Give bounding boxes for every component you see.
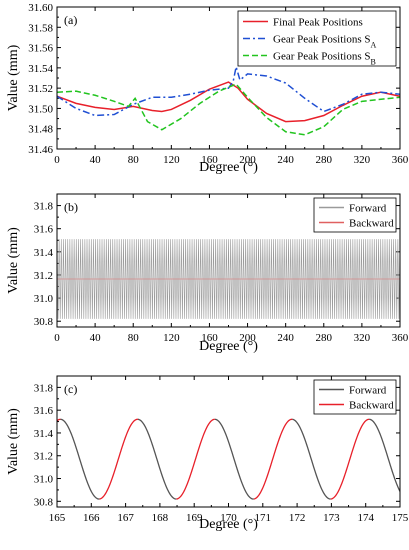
y-tick-label: 31.54 bbox=[28, 63, 53, 75]
x-tick-label: 173 bbox=[323, 512, 340, 524]
y-tick-label: 31.56 bbox=[28, 43, 53, 55]
y-tick-label: 31.8 bbox=[34, 201, 54, 213]
series-line-0-segment bbox=[369, 418, 400, 492]
y-tick-label: 30.8 bbox=[34, 496, 54, 508]
x-tick-label: 200 bbox=[239, 332, 256, 344]
series-line-1-segment bbox=[176, 418, 215, 500]
panel-label: (c) bbox=[64, 382, 77, 396]
series-line-1-segment bbox=[57, 418, 61, 422]
x-tick-label: 40 bbox=[90, 154, 102, 166]
x-tick-label: 160 bbox=[201, 332, 218, 344]
y-tick-label: 31.0 bbox=[34, 293, 54, 305]
x-axis-label: Degree (°) bbox=[199, 160, 258, 175]
panel-2: 165 166 167 168 169 170 171 172 173 174 175 30.8 31.… bbox=[6, 375, 409, 532]
y-tick-label: 31.2 bbox=[34, 270, 53, 282]
y-tick-label: 31.4 bbox=[34, 428, 54, 440]
y-tick-label: 31.46 bbox=[28, 144, 53, 156]
x-tick-label: 167 bbox=[117, 512, 134, 524]
plot-frame bbox=[56, 375, 401, 508]
legend-entry: Final Peak Positions bbox=[273, 17, 363, 29]
y-tick-label: 31.0 bbox=[34, 474, 54, 486]
x-tick-label: 169 bbox=[186, 512, 203, 524]
y-tick-label: 31.8 bbox=[34, 382, 54, 394]
panel-label: (a) bbox=[64, 13, 77, 27]
y-tick-label: 31.48 bbox=[28, 124, 53, 136]
x-tick-label: 165 bbox=[49, 512, 66, 524]
legend-entry-subscript: A bbox=[370, 40, 376, 49]
x-tick-label: 360 bbox=[392, 154, 409, 166]
x-tick-label: 360 bbox=[392, 332, 409, 344]
x-tick-label: 320 bbox=[354, 154, 371, 166]
legend-entry: Forward bbox=[349, 203, 387, 215]
x-tick-label: 168 bbox=[152, 512, 169, 524]
legend-entry-subscript: B bbox=[370, 57, 375, 66]
series-line-0 bbox=[57, 81, 400, 123]
x-tick-label: 160 bbox=[201, 154, 218, 166]
y-tick-label: 31.6 bbox=[34, 405, 54, 417]
legend-box bbox=[313, 197, 397, 233]
series-line-1 bbox=[57, 66, 400, 117]
panel-label: (b) bbox=[64, 200, 78, 214]
series-line-0-segment bbox=[137, 418, 177, 500]
series-line-0-segment bbox=[292, 418, 331, 500]
legend-entry: Backward bbox=[349, 400, 394, 412]
legend-entry-name: Gear Peak Positions S bbox=[273, 34, 370, 46]
x-tick-label: 80 bbox=[128, 154, 140, 166]
y-tick-label: 31.52 bbox=[28, 83, 53, 95]
series-line-1-segment bbox=[99, 418, 138, 500]
series-line-0-segment bbox=[214, 418, 254, 500]
x-tick-label: 240 bbox=[277, 154, 294, 166]
y-tick-label: 31.2 bbox=[34, 451, 53, 463]
legend-entry-name: Gear Peak Positions S bbox=[273, 51, 370, 63]
legend-box bbox=[313, 379, 397, 415]
y-tick-label: 31.4 bbox=[34, 247, 54, 259]
x-tick-label: 0 bbox=[54, 154, 60, 166]
y-tick-label: 31.50 bbox=[28, 103, 53, 115]
legend-entry: Backward bbox=[349, 218, 394, 230]
legend-entry-name: Backward bbox=[349, 400, 394, 412]
series-line-1-segment bbox=[330, 418, 370, 500]
legend-entry: Gear Peak Positions SB bbox=[273, 51, 376, 67]
panel-1: 0 40 80 120 160 200 240 280 320 360 30.8 31.0 31.2 31… bbox=[6, 193, 409, 354]
legend-entry-name: Forward bbox=[349, 385, 387, 397]
y-tick-label: 31.60 bbox=[28, 2, 53, 14]
x-axis-label: Degree (°) bbox=[199, 517, 258, 532]
y-tick-label: 31.58 bbox=[28, 22, 53, 34]
legend-entry-name: Forward bbox=[349, 203, 387, 215]
y-axis-label: Value (mm) bbox=[6, 44, 21, 111]
x-tick-label: 174 bbox=[357, 512, 374, 524]
y-axis-label: Value (mm) bbox=[6, 408, 21, 475]
legend-entry-name: Final Peak Positions bbox=[273, 17, 363, 29]
x-tick-label: 175 bbox=[392, 512, 409, 524]
plot-frame bbox=[56, 6, 401, 150]
x-tick-label: 0 bbox=[54, 332, 60, 344]
x-tick-label: 40 bbox=[90, 332, 102, 344]
panel-0: 0 40 80 120 160 200 240 280 320 360 31.46 31.48 31.5… bbox=[6, 2, 409, 175]
plot-frame bbox=[56, 193, 401, 328]
x-tick-label: 171 bbox=[255, 512, 272, 524]
y-tick-label: 30.8 bbox=[34, 316, 54, 328]
x-tick-label: 320 bbox=[354, 332, 371, 344]
x-axis-label: Degree (°) bbox=[199, 339, 258, 354]
x-tick-label: 120 bbox=[163, 154, 180, 166]
series-line-0-segment bbox=[60, 418, 100, 500]
legend-entry: Forward bbox=[349, 385, 387, 397]
x-tick-label: 80 bbox=[128, 332, 140, 344]
x-tick-label: 240 bbox=[277, 332, 294, 344]
y-tick-label: 31.6 bbox=[34, 224, 54, 236]
legend-entry-name: Backward bbox=[349, 218, 394, 230]
x-tick-label: 166 bbox=[83, 512, 100, 524]
y-axis-label: Value (mm) bbox=[6, 227, 21, 294]
x-tick-label: 280 bbox=[316, 154, 333, 166]
x-tick-label: 120 bbox=[163, 332, 180, 344]
series-line-2 bbox=[57, 83, 400, 136]
legend-entry: Gear Peak Positions SA bbox=[273, 34, 376, 50]
x-tick-label: 172 bbox=[289, 512, 306, 524]
x-tick-label: 280 bbox=[316, 332, 333, 344]
series-line-1-segment bbox=[253, 418, 293, 500]
x-tick-label: 200 bbox=[239, 154, 256, 166]
x-tick-label: 170 bbox=[220, 512, 237, 524]
series-line-0 bbox=[57, 239, 400, 319]
